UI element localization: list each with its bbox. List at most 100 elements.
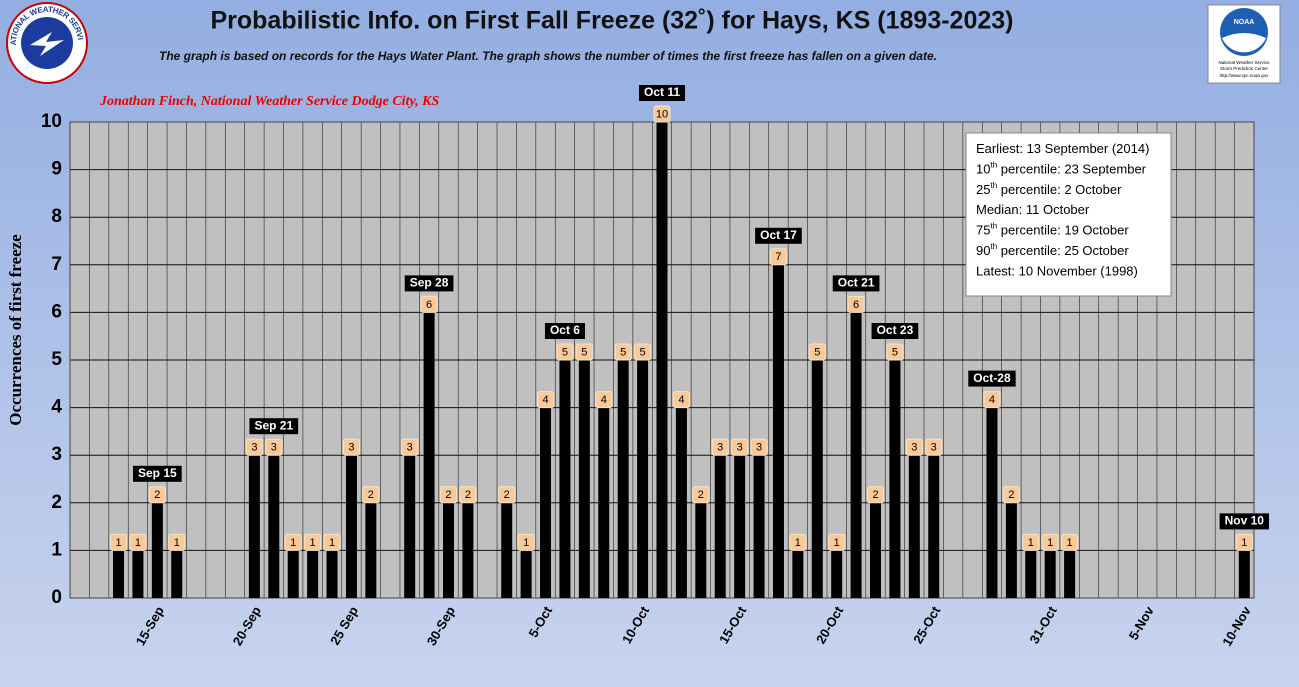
data-label-box	[110, 533, 128, 551]
bar	[151, 502, 163, 598]
info-text: Latest: 10 November (1998)	[976, 264, 1138, 279]
info-text: percentile: 23 September	[997, 162, 1147, 177]
bar	[1005, 502, 1017, 598]
info-sup: th	[990, 181, 997, 190]
bar	[501, 502, 513, 598]
data-label: 2	[698, 489, 704, 501]
bar	[637, 360, 649, 598]
bar	[870, 502, 882, 598]
data-label-box	[672, 391, 690, 409]
bar	[462, 502, 474, 598]
data-label: 1	[290, 537, 296, 549]
bar	[287, 550, 299, 598]
data-label: 3	[348, 442, 354, 454]
data-label-box	[886, 343, 904, 361]
chart-title: Probabilistic Info. on First Fall Freeze…	[210, 7, 1013, 35]
bar	[559, 360, 571, 598]
annotation-box	[871, 323, 919, 339]
data-label-box	[1061, 533, 1079, 551]
data-label: 1	[174, 537, 180, 549]
data-label: 6	[853, 299, 859, 311]
bar	[811, 360, 823, 598]
annotation-box	[638, 85, 686, 101]
bar	[1025, 550, 1037, 598]
data-label-box	[575, 343, 593, 361]
data-label-box	[1022, 533, 1040, 551]
data-label: 5	[562, 346, 568, 358]
data-label: 2	[465, 489, 471, 501]
info-text: percentile: 25 October	[997, 243, 1129, 258]
bar	[1064, 550, 1076, 598]
data-label: 3	[407, 442, 413, 454]
data-label-box	[847, 295, 865, 313]
data-label-box	[498, 486, 516, 504]
y-tick-label: 4	[51, 397, 62, 418]
data-label: 7	[775, 251, 781, 263]
data-label: 3	[717, 442, 723, 454]
logo-wave	[1222, 33, 1266, 53]
bar	[889, 360, 901, 598]
data-label: 3	[251, 442, 257, 454]
author: Jonathan Finch, National Weather Service…	[99, 94, 439, 109]
bar	[598, 407, 610, 598]
data-label: 4	[542, 394, 548, 406]
data-label-box	[653, 105, 671, 123]
data-label-box	[168, 533, 186, 551]
data-label: 3	[737, 442, 743, 454]
bar	[540, 407, 552, 598]
data-label: 1	[1028, 537, 1034, 549]
data-label-box	[342, 438, 360, 456]
data-label: 5	[620, 346, 626, 358]
info-line: Earliest: 13 September (2014)	[976, 141, 1149, 156]
y-tick-label: 2	[51, 492, 62, 513]
data-label: 2	[154, 489, 160, 501]
data-label-box	[148, 486, 166, 504]
data-label: 5	[814, 346, 820, 358]
info-sup: th	[990, 161, 997, 170]
bar	[714, 455, 726, 598]
bar	[656, 122, 668, 598]
bar	[753, 455, 765, 598]
bar	[908, 455, 920, 598]
data-label: 10	[656, 108, 668, 120]
info-text: percentile: 2 October	[997, 182, 1122, 197]
y-tick-label: 6	[51, 301, 62, 322]
data-label-box	[284, 533, 302, 551]
bar	[1044, 550, 1056, 598]
annotation: Oct 17	[760, 228, 797, 242]
y-tick-label: 7	[51, 254, 62, 275]
bar	[695, 502, 707, 598]
bar	[307, 550, 319, 598]
annotation-box	[404, 275, 454, 292]
bar	[772, 264, 784, 598]
data-label-box	[867, 486, 885, 504]
bar	[675, 407, 687, 598]
y-axis-label: Occurrences of first freeze	[6, 234, 25, 426]
logo-line: National Weather Service	[1219, 60, 1270, 65]
data-label: 1	[834, 537, 840, 549]
data-label: 1	[1067, 537, 1073, 549]
bar	[1238, 550, 1250, 598]
bar	[520, 550, 532, 598]
data-label: 1	[1047, 537, 1053, 549]
info-text: Earliest: 13 September (2014)	[976, 141, 1149, 156]
data-label-box	[304, 533, 322, 551]
annotation-box	[755, 227, 802, 244]
data-label: 4	[601, 394, 607, 406]
y-tick-label: 10	[41, 111, 62, 132]
bar	[365, 502, 377, 598]
info-line: Median: 11 October	[976, 203, 1090, 218]
data-label-box	[556, 343, 574, 361]
y-tick-label: 3	[51, 444, 62, 465]
bar	[248, 455, 260, 598]
data-label: 1	[310, 537, 316, 549]
annotation: Sep 15	[138, 466, 177, 480]
bar	[578, 360, 590, 598]
y-tick-label: 8	[51, 206, 62, 227]
info-text: percentile: 19 October	[997, 223, 1129, 238]
data-label: 5	[892, 346, 898, 358]
logo-name: NOAA	[1234, 19, 1255, 26]
annotation: Nov 10	[1225, 514, 1265, 528]
annotation-box	[132, 465, 182, 482]
